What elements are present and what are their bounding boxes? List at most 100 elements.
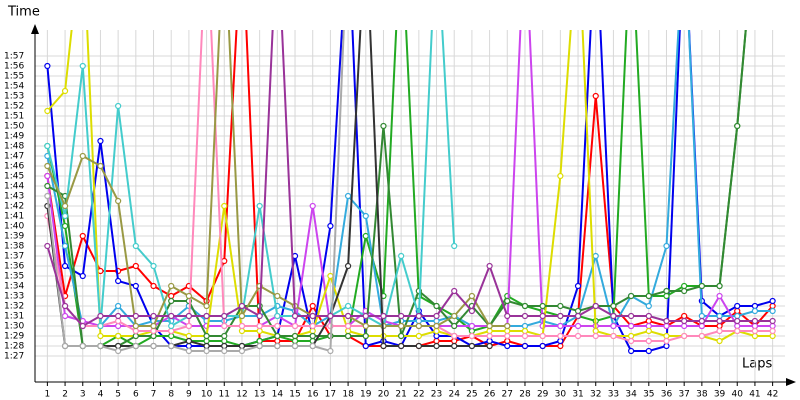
y-tick-label: 1:41 [4,212,24,222]
data-point [504,312,511,320]
data-point [486,327,493,335]
data-point [592,332,599,340]
data-point [362,232,369,240]
x-axis-title: Laps [742,357,772,372]
x-tick-label: 14 [272,390,284,400]
data-point [380,312,387,320]
x-tick-label: 12 [236,390,247,400]
x-tick-label: 6 [133,390,139,400]
data-point [203,342,210,350]
x-tick-label: 2 [62,390,68,400]
data-point [645,337,652,345]
data-point [61,302,69,310]
data-point [521,322,529,330]
data-point [433,312,440,320]
data-point [344,332,352,340]
data-point [256,337,263,345]
y-tick-label: 1:42 [4,202,24,212]
y-tick-label: 1:54 [4,82,24,92]
data-point [97,162,104,170]
data-point [610,332,617,340]
y-tick-label: 1:31 [4,312,24,322]
y-tick-label: 1:37 [4,252,24,262]
data-point [451,332,458,340]
data-point [185,322,192,330]
x-tick-label: 8 [168,390,174,400]
series-line [46,30,774,348]
data-point [168,322,175,330]
data-point [256,202,263,210]
data-point [168,297,175,305]
data-point [115,342,122,350]
y-tick-label: 1:52 [4,102,24,112]
data-point [468,332,476,340]
data-point [132,262,139,270]
data-point [344,312,352,320]
data-point [132,242,139,250]
data-point [221,257,228,265]
data-point [628,292,635,300]
y-tick-label: 1:48 [4,142,24,152]
x-tick-label: 11 [219,390,230,400]
data-point [132,312,139,320]
data-point [274,342,281,350]
y-tick-label: 1:29 [4,332,24,342]
data-point [185,337,192,345]
data-point [44,182,51,190]
data-point [115,332,122,340]
data-point [274,337,281,345]
data-point [344,322,352,330]
y-tick-label: 1:49 [4,132,24,142]
data-point [681,312,688,320]
y-tick-label: 1:50 [4,122,24,132]
x-tick-label: 37 [678,390,689,400]
data-point [61,242,69,250]
data-point [574,312,582,320]
data-point [115,317,122,325]
data-point [185,312,192,320]
data-point [327,312,334,320]
y-tick-label: 1:47 [4,152,24,162]
data-point [433,327,440,335]
data-point [221,312,228,320]
y-tick-label: 1:56 [4,62,24,72]
data-point [628,312,635,320]
x-tick-label: 1 [45,390,51,400]
data-point [238,342,246,350]
data-point [150,332,157,340]
y-tick-label: 1:51 [4,112,24,122]
data-point [115,347,122,355]
data-point [362,322,369,330]
data-point [79,272,86,280]
data-point [610,312,617,320]
series-line [46,30,456,328]
data-point [468,342,476,350]
data-point [221,342,228,350]
data-point [486,342,493,350]
data-point [168,282,175,290]
data-point [362,312,369,320]
data-point [433,302,440,310]
data-point [238,327,246,335]
data-point [769,297,776,305]
data-point [398,312,405,320]
data-point [79,152,86,160]
x-tick-label: 38 [696,390,708,400]
y-tick-label: 1:46 [4,162,24,172]
data-point [698,317,705,325]
data-point [344,302,352,310]
data-point [44,62,51,70]
y-tick-label: 1:28 [4,342,24,352]
data-point [309,327,316,335]
data-point [521,327,529,335]
data-point [238,322,246,330]
data-point [309,312,316,320]
data-point [380,342,387,350]
x-tick-label: 39 [714,390,726,400]
data-point [291,312,299,320]
data-point [645,317,652,325]
data-point [380,122,387,130]
x-tick-label: 25 [466,390,477,400]
data-point [150,262,157,270]
data-point [97,137,104,145]
